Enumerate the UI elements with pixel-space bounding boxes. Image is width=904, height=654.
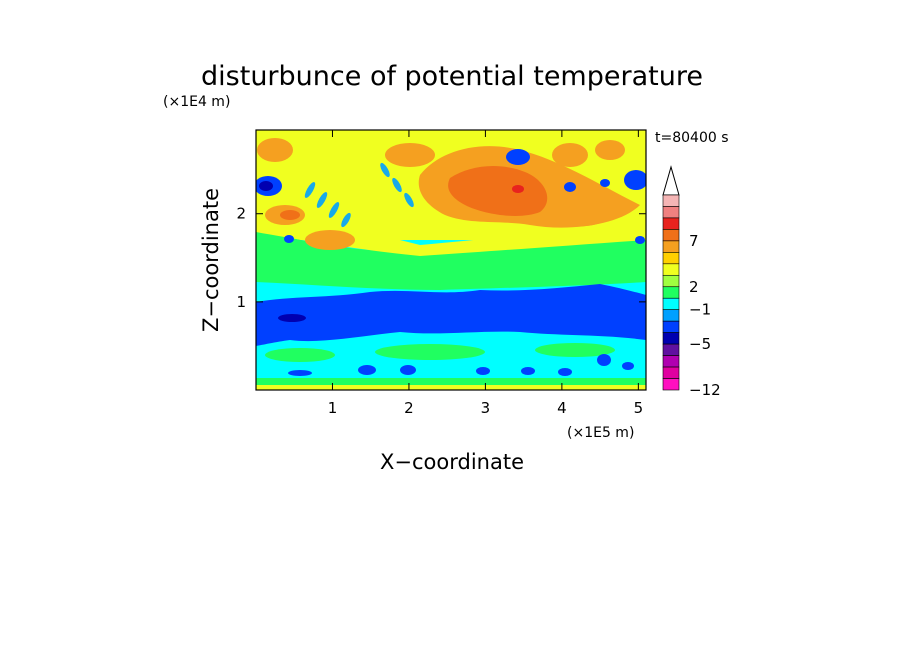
plot-frame [255,129,647,391]
colorbar-label: −5 [689,335,711,353]
x-axis: 1 2 3 4 5 [328,130,643,417]
warm-patch-top-right [552,143,588,167]
cold-band-core [278,314,306,322]
colorbar-swatch [662,343,680,356]
warm-patch-mid [305,230,355,250]
heatmap-plot [255,129,647,391]
colorbar-label: −1 [689,301,711,319]
cold-eddy-7 [635,236,645,244]
colorbar-swatch [662,240,680,253]
x-scale-label: (×1E5 m) [567,425,634,441]
field-warm-right [555,193,615,227]
surface-edge [256,385,646,390]
colorbar-swatch [662,217,680,230]
x-axis-label: X−coordinate [380,450,524,474]
surface-cold-spots [288,354,634,376]
x-tick-label: 4 [557,399,567,417]
colorbar-swatch [662,229,680,242]
colorbar: 7 2 −1 −5 −12 [662,165,721,399]
field-warm-inner [448,166,548,216]
x-tick-label: 1 [328,399,338,417]
lower-green-2 [375,344,485,360]
field-cold-band [256,284,646,346]
colorbar-label: −12 [689,381,721,399]
warm-patch-top-mid [385,143,435,167]
colorbar-swatch [662,274,680,288]
colorbar-swatch [662,378,680,391]
max-core [512,185,524,193]
cold-eddy-3 [624,170,646,190]
warm-patch-right [595,140,625,160]
colorbar-swatch [662,366,680,379]
lower-green-1 [265,348,335,362]
colorbar-label: 7 [689,232,699,250]
x-tick-label: 5 [634,399,644,417]
colorbar-swatch [662,263,680,276]
chart-title: disturbunce of potential temperature [201,61,703,92]
cold-eddy-1-core [259,181,273,191]
colorbar-swatch [662,320,680,333]
warm-patch-top-left [257,138,293,162]
colorbar-swatch [662,252,680,265]
y-tick-label: 2 [236,205,246,223]
time-label: t=80400 s [655,130,729,146]
y-axis-label: Z−coordinate [199,188,223,332]
colorbar-swatch [662,194,680,207]
colorbar-label: 2 [689,278,699,296]
cold-eddy-5 [284,235,294,243]
cold-eddy-2 [506,149,530,165]
colorbar-swatch [662,286,680,299]
cold-eddy-4 [564,182,576,192]
x-tick-label: 2 [404,399,414,417]
colorbar-arrow [662,165,680,196]
colorbar-swatch [662,206,680,219]
x-tick-label: 3 [481,399,491,417]
colorbar-swatch [662,309,680,322]
y-axis: 12 [236,205,646,311]
wave-stripes [304,162,414,228]
y-tick-label: 1 [236,293,246,311]
warm-patch-left-inner [280,210,300,220]
lower-green-3 [535,343,615,357]
colorbar-swatch [662,355,680,368]
y-scale-label: (×1E4 m) [163,94,230,110]
colorbar-swatch [662,297,680,311]
cold-eddy-6 [600,179,610,187]
colorbar-swatch [662,332,680,345]
